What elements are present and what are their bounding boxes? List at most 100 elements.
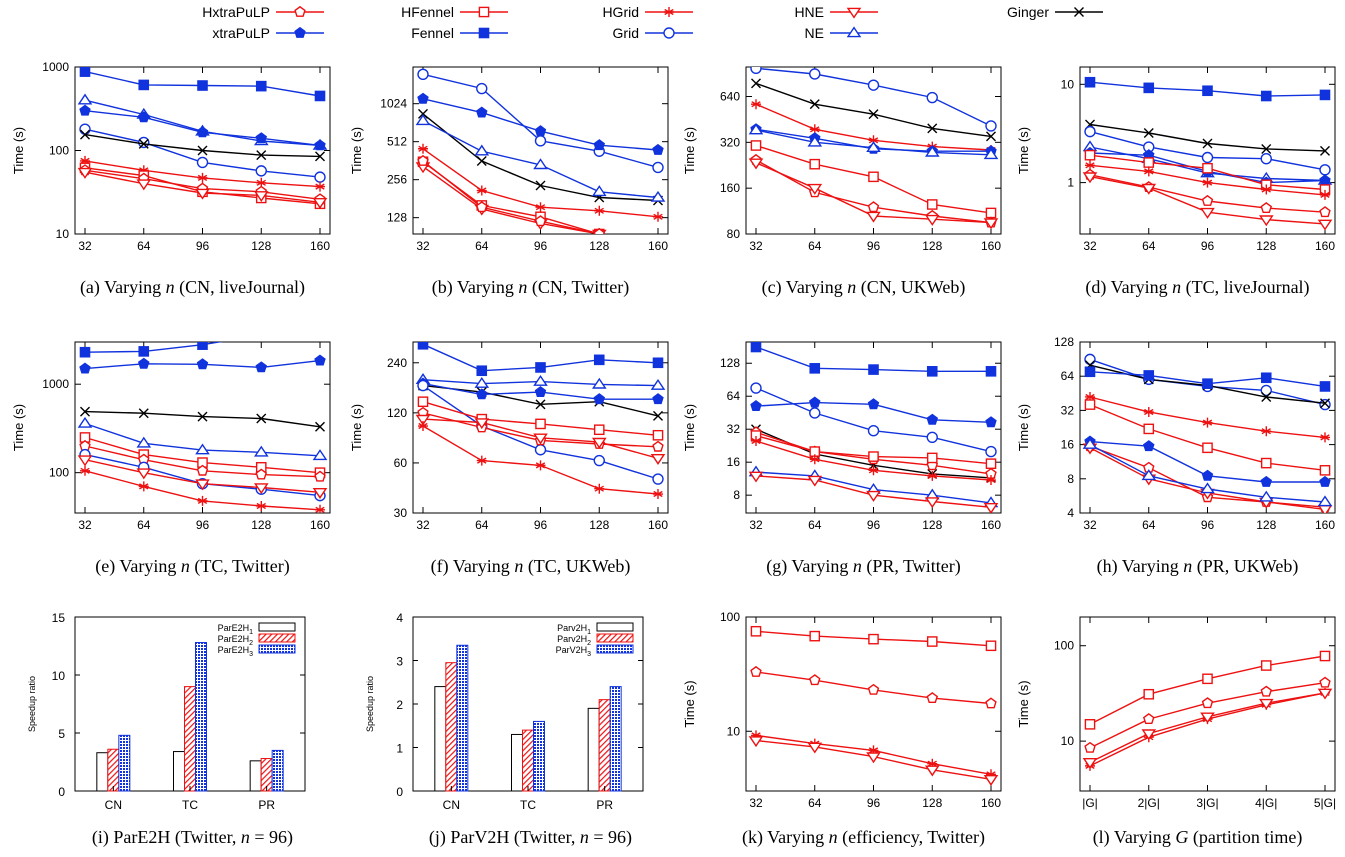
data-point-fennel — [868, 364, 879, 375]
legend-label-ne: NE — [805, 25, 824, 41]
series-line-hgrid — [1089, 396, 1326, 439]
bar-Parv2H2-PR — [598, 699, 611, 792]
y-tick-label: 30 — [394, 506, 408, 520]
data-point-fennel — [197, 342, 208, 350]
data-point-ne — [474, 376, 490, 388]
data-point-ne — [1258, 490, 1274, 502]
data-point-fennel — [652, 357, 664, 369]
panel-caption: (c) Varying n (CN, UKWeb) — [762, 277, 966, 298]
x-tick-label: 160 — [310, 239, 330, 253]
x-tick-label: PR — [258, 798, 275, 812]
data-point-ginger — [418, 108, 428, 119]
caption-variable: n — [181, 556, 190, 576]
bar-ParE2H1-TC — [173, 751, 185, 792]
legend-marker-hxtra — [294, 5, 306, 17]
data-point-grid — [1260, 153, 1272, 165]
y-axis-label: Time (s) — [682, 680, 697, 727]
data-point-hxtra — [1201, 697, 1214, 709]
panel-caption: (i) ParE2H (Twitter, n = 96) — [92, 827, 293, 848]
series-xtra — [750, 396, 997, 428]
data-point-grid — [985, 120, 997, 132]
bar-ParV2H3-PR — [609, 686, 622, 792]
data-point-grid — [1201, 151, 1214, 164]
data-point-hxtra — [867, 683, 880, 695]
data-point-xtra — [750, 400, 762, 411]
x-tick-label: 128 — [922, 796, 942, 810]
data-point-ginger — [197, 145, 208, 156]
series-hxtra — [1084, 676, 1331, 753]
data-point-hgrid — [868, 745, 879, 756]
data-point-hxtra — [750, 665, 762, 677]
caption-text: (f) Varying — [431, 556, 515, 577]
legend-marker-grid — [663, 27, 675, 39]
chart-panel-l: 10 100 |G| 2|G| 3|G| 4|G| 5|G| Time (s) (l) Vary… — [1016, 616, 1336, 848]
data-point-ginger — [80, 406, 90, 417]
data-point-hgrid — [1261, 426, 1272, 437]
data-point-ne — [924, 145, 940, 157]
data-point-hgrid — [80, 155, 90, 166]
chart-panel-c: 80 160 320 640 32 64 96 128 160 Time (s) (c) Varyi… — [682, 66, 1002, 298]
data-point-hgrid — [868, 135, 879, 146]
data-point-ne — [591, 185, 607, 197]
legend-marker-ginger — [1074, 7, 1084, 17]
data-point-hne — [807, 183, 823, 195]
data-point-hfennel — [1202, 673, 1213, 685]
series-hfennel — [750, 625, 997, 652]
data-point-hne — [77, 167, 93, 179]
series-fennel — [417, 342, 664, 377]
legend-marker-hgrid — [664, 7, 674, 17]
bar-Parv2H2-CN — [445, 662, 458, 792]
data-point-hgrid — [594, 483, 605, 494]
caption-variable: n — [1183, 556, 1192, 576]
series-fennel — [79, 67, 326, 102]
x-tick-label: 2|G| — [1138, 796, 1160, 810]
y-tick-label: 128 — [387, 211, 407, 225]
y-tick-label: 160 — [720, 181, 740, 195]
x-tick-label: 32 — [749, 239, 763, 253]
y-tick-label: 2 — [396, 698, 403, 712]
legend-label-hgrid: HGrid — [602, 4, 639, 20]
data-point-hne — [136, 468, 152, 480]
data-point-xtra — [1201, 469, 1214, 481]
panel-caption: (f) Varying n (TC, UKWeb) — [431, 556, 631, 577]
legend-label-hne: HNE — [794, 4, 824, 20]
series-hne — [748, 736, 999, 786]
y-axis-label: Time (s) — [1016, 680, 1031, 727]
x-tick-label: 96 — [196, 518, 210, 532]
data-point-grid — [593, 454, 605, 467]
data-point-grid — [314, 171, 326, 183]
data-point-hfennel — [1260, 457, 1272, 469]
y-tick-label: 1000 — [42, 60, 69, 74]
x-tick-label: 128 — [1256, 239, 1276, 253]
x-tick-label: 32 — [416, 518, 430, 532]
legend-label-fennel: Fennel — [411, 25, 454, 41]
data-point-grid — [79, 123, 91, 135]
data-point-hne — [866, 752, 881, 764]
bar-Parv2H2-TC — [522, 729, 534, 792]
data-point-hne — [1258, 698, 1274, 710]
caption-text: (g) Varying — [766, 556, 853, 577]
data-point-hgrid — [1085, 160, 1095, 171]
data-point-hne — [591, 437, 607, 449]
series-hgrid — [1085, 160, 1330, 200]
caption-variable: n — [853, 556, 862, 576]
y-axis-label: Time (s) — [349, 404, 364, 451]
legend-marker-hfennel — [478, 6, 490, 18]
data-point-fennel — [1319, 381, 1331, 392]
series-xtra — [1084, 435, 1331, 487]
bar-legend-swatch — [258, 633, 296, 643]
data-point-hgrid — [1143, 407, 1154, 417]
data-point-hgrid — [256, 177, 267, 188]
x-tick-label: 160 — [981, 796, 1001, 810]
x-tick-label: 128 — [251, 239, 271, 253]
data-point-fennel — [79, 346, 91, 358]
data-point-hne — [866, 211, 881, 223]
x-tick-label: 128 — [1256, 518, 1276, 532]
series-line-grid — [755, 387, 992, 453]
caption-text: (d) Varying — [1085, 277, 1172, 298]
caption-text: (TC, UKWeb) — [523, 556, 630, 577]
data-point-hgrid — [138, 165, 149, 176]
data-point-hxtra — [867, 201, 880, 213]
data-point-xtra — [867, 398, 880, 410]
